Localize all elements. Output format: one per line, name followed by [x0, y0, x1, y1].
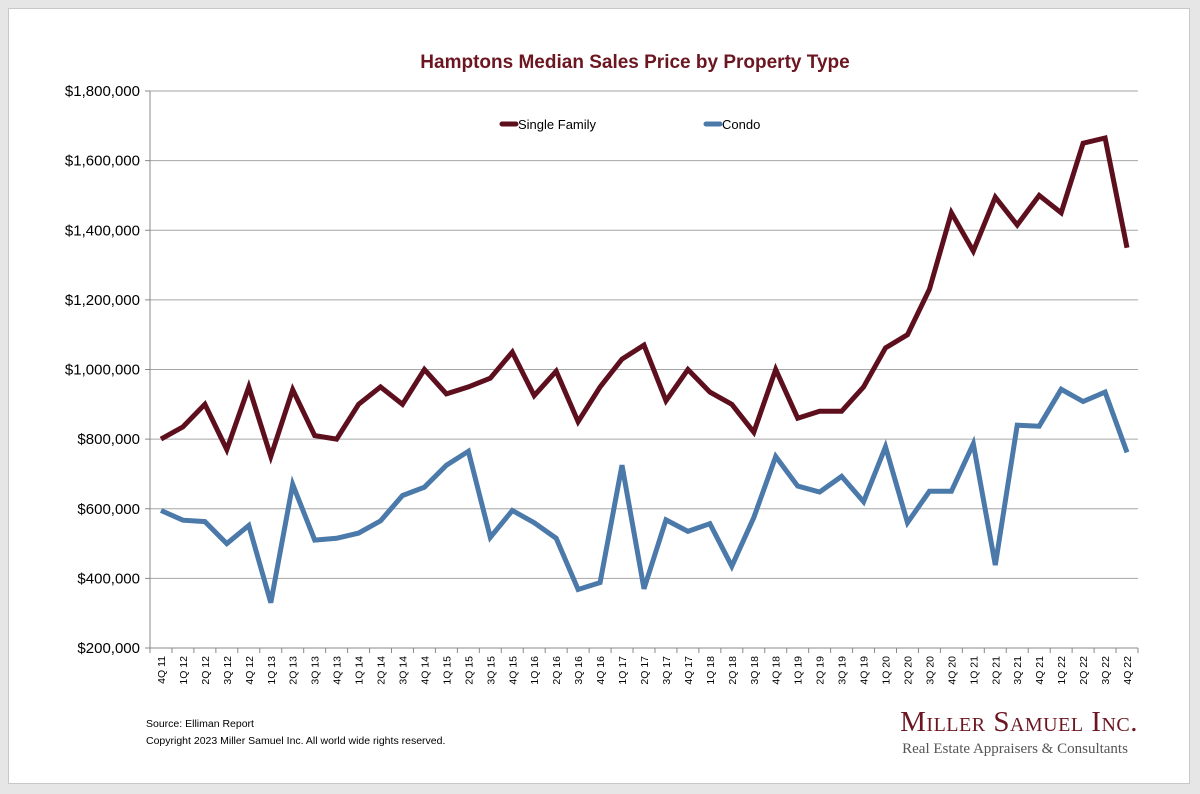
x-tick-label: 3Q 13 [310, 656, 322, 685]
x-tick-label: 1Q 18 [705, 656, 717, 685]
x-tick-label: 4Q 16 [595, 656, 607, 685]
x-tick-label: 3Q 14 [397, 656, 409, 685]
chart-frame [8, 8, 1190, 784]
x-tick-label: 2Q 22 [1078, 656, 1090, 685]
legend-label-single-family: Single Family [518, 117, 597, 132]
x-tick-label: 2Q 16 [551, 656, 563, 685]
x-tick-label: 3Q 15 [485, 656, 497, 685]
copyright-note: Copyright 2023 Miller Samuel Inc. All wo… [146, 735, 446, 747]
x-tick-label: 1Q 14 [354, 656, 366, 685]
x-axis-ticks: 4Q 11 1Q 12 2Q 12 3Q 12 4Q 12 1Q 13 2Q 13 3Q 13… [149, 648, 1139, 685]
x-tick-label: 2Q 14 [376, 656, 388, 685]
brand-name: Miller Samuel Inc. [900, 706, 1138, 738]
x-tick-label: 3Q 20 [924, 656, 936, 685]
x-tick-label: 2Q 12 [200, 656, 212, 685]
x-tick-label: 4Q 14 [419, 656, 431, 685]
x-tick-label: 1Q 17 [617, 656, 629, 685]
series-line-single-family [159, 134, 1130, 465]
x-tick-label: 2Q 20 [902, 656, 914, 685]
brand-logo: Miller Samuel Inc. Real Estate Appraiser… [900, 706, 1138, 760]
x-tick-label: 1Q 21 [968, 656, 980, 685]
x-tick-label: 4Q 17 [683, 656, 695, 685]
x-tick-label: 2Q 17 [639, 656, 651, 685]
x-tick-label: 2Q 13 [288, 656, 300, 685]
x-tick-label: 2Q 19 [815, 656, 827, 685]
x-tick-label: 4Q 21 [1034, 656, 1046, 685]
series-line-condo [159, 385, 1130, 604]
y-tick-label: $1,800,000 [65, 83, 140, 100]
x-tick-label: 3Q 12 [222, 656, 234, 685]
x-tick-label: 3Q 18 [749, 656, 761, 685]
x-tick-label: 4Q 15 [507, 656, 519, 685]
x-tick-label: 2Q 18 [727, 656, 739, 685]
x-tick-label: 4Q 20 [946, 656, 958, 685]
gridlines [150, 90, 1138, 649]
x-tick-label: 3Q 21 [1012, 656, 1024, 685]
x-tick-label: 1Q 16 [529, 656, 541, 685]
source-note: Source: Elliman Report [146, 718, 254, 730]
brand-tagline: Real Estate Appraisers & Consultants [902, 741, 1128, 757]
x-tick-label: 3Q 19 [837, 656, 849, 685]
series-lines [159, 134, 1130, 604]
x-tick-label: 1Q 15 [441, 656, 453, 685]
y-axis-ticks: $200,000 $400,000 $600,000 $800,000 $1,000,0… [65, 83, 150, 657]
y-tick-label: $600,000 [77, 501, 140, 518]
x-tick-label: 1Q 19 [793, 656, 805, 685]
x-tick-label: 3Q 16 [573, 656, 585, 685]
chart-title: Hamptons Median Sales Price by Property … [420, 52, 849, 73]
x-tick-label: 4Q 13 [332, 656, 344, 685]
y-tick-label: $1,400,000 [65, 222, 140, 239]
legend-label-condo: Condo [722, 117, 760, 132]
x-tick-label: 4Q 22 [1122, 656, 1134, 685]
x-tick-label: 1Q 13 [266, 656, 278, 685]
x-tick-label: 4Q 19 [859, 656, 871, 685]
y-tick-label: $1,000,000 [65, 362, 140, 379]
x-tick-label: 2Q 21 [990, 656, 1002, 685]
x-tick-label: 2Q 15 [463, 656, 475, 685]
x-tick-label: 3Q 22 [1100, 656, 1112, 685]
x-tick-label: 3Q 17 [661, 656, 673, 685]
x-tick-label: 1Q 20 [881, 656, 893, 685]
x-tick-label: 1Q 22 [1056, 656, 1068, 685]
y-tick-label: $800,000 [77, 431, 140, 448]
y-tick-label: $1,600,000 [65, 153, 140, 170]
y-tick-label: $400,000 [77, 570, 140, 587]
y-tick-label: $200,000 [77, 640, 140, 657]
x-tick-label: 4Q 18 [771, 656, 783, 685]
x-tick-label: 4Q 11 [156, 656, 168, 684]
x-tick-label: 1Q 12 [178, 656, 190, 685]
x-tick-label: 4Q 12 [244, 656, 256, 685]
y-tick-label: $1,200,000 [65, 292, 140, 309]
legend: Single Family Condo [499, 117, 760, 132]
